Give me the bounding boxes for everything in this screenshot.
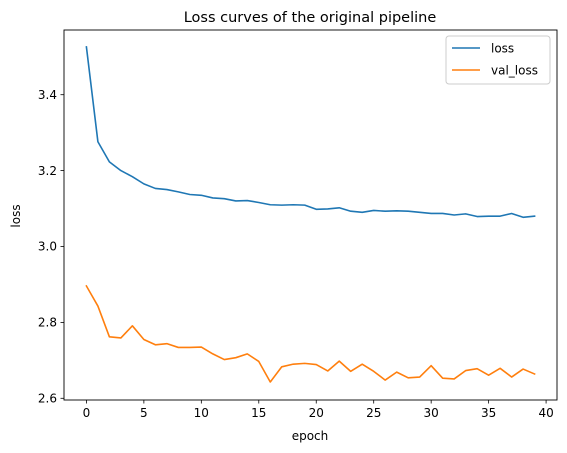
y-axis: 2.6 2.8 3.0 3.2 3.4 <box>38 88 64 405</box>
x-tick-label: 25 <box>366 406 381 420</box>
legend: loss val_loss <box>445 35 551 85</box>
y-tick-label: 3.0 <box>38 240 57 254</box>
y-tick-label: 2.8 <box>38 316 57 330</box>
series-line-val-loss <box>85 284 536 383</box>
plot-frame <box>63 29 558 401</box>
x-axis: 0 5 10 15 20 25 30 35 40 <box>83 400 554 420</box>
x-axis-label: epoch <box>292 429 329 443</box>
x-tick-label: 30 <box>424 406 439 420</box>
legend-label-val-loss: val_loss <box>491 64 538 78</box>
x-tick-label: 5 <box>140 406 148 420</box>
legend-label-loss: loss <box>491 42 514 56</box>
x-tick-label: 15 <box>251 406 266 420</box>
x-tick-label: 20 <box>309 406 324 420</box>
y-axis-label: loss <box>9 204 23 227</box>
series-line-loss <box>85 45 536 219</box>
x-tick-label: 0 <box>83 406 91 420</box>
y-tick-label: 2.6 <box>38 391 57 405</box>
x-tick-label: 10 <box>194 406 209 420</box>
y-tick-label: 3.2 <box>38 164 57 178</box>
x-tick-label: 35 <box>481 406 496 420</box>
y-tick-label: 3.4 <box>38 88 57 102</box>
x-tick-label: 40 <box>538 406 553 420</box>
plot-lines <box>85 45 536 383</box>
chart-title: Loss curves of the original pipeline <box>184 10 437 26</box>
